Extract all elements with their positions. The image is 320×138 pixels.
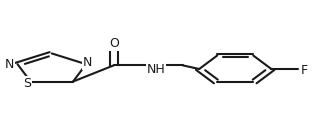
Text: S: S [23, 77, 31, 90]
Text: F: F [301, 64, 308, 77]
Text: O: O [109, 37, 119, 50]
Text: N: N [5, 58, 14, 71]
Text: NH: NH [147, 63, 165, 76]
Text: N: N [83, 56, 92, 69]
